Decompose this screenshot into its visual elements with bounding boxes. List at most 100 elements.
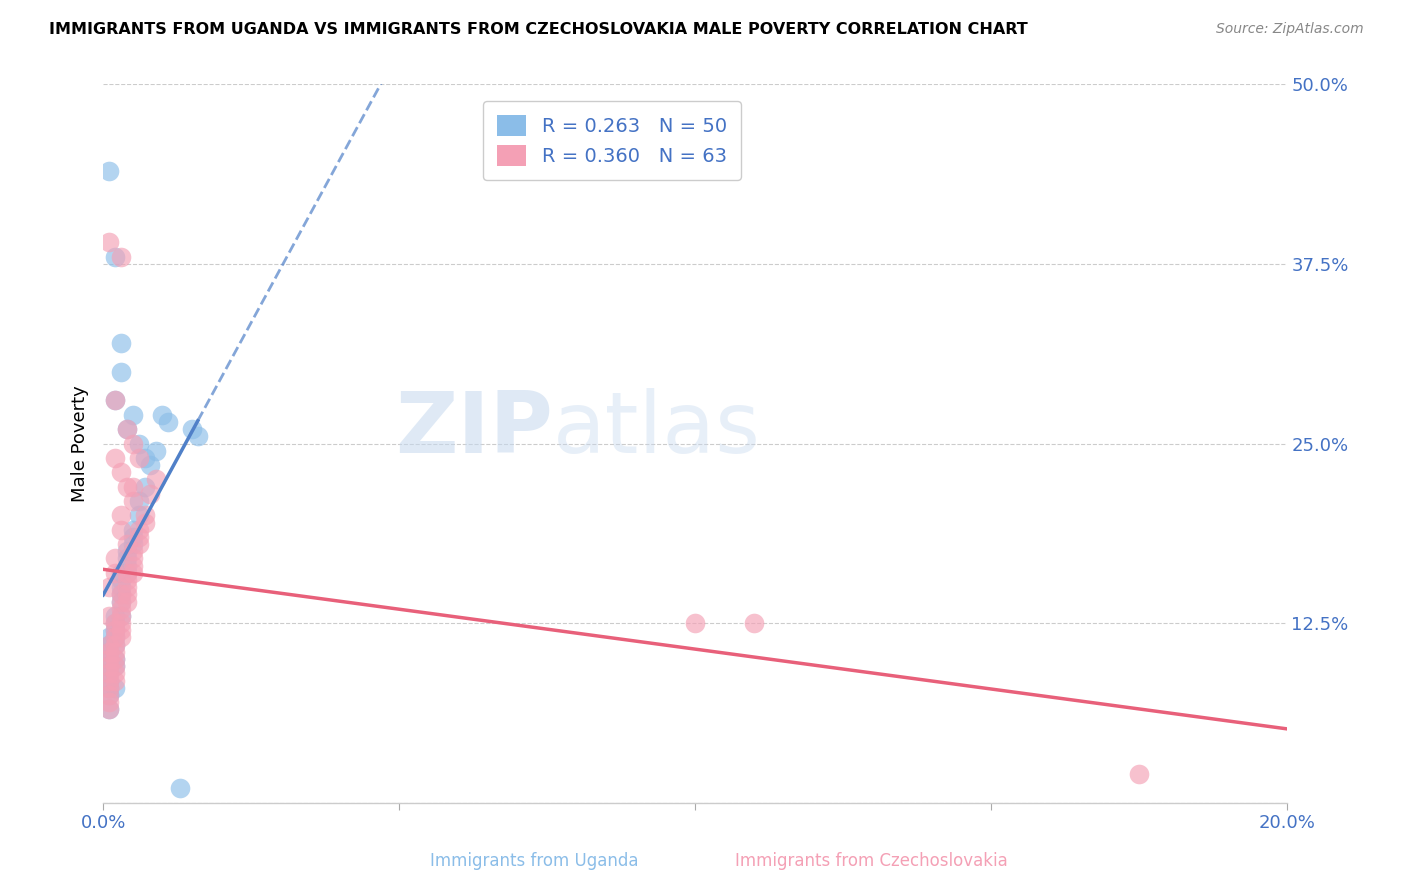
Point (134, 516, 156, 530)
Point (110, 365, 132, 379)
Point (104, 631, 127, 645)
Text: Immigrants from Uganda: Immigrants from Uganda (430, 852, 638, 870)
Point (157, 415, 180, 429)
Point (115, 537, 138, 551)
Point (104, 652, 127, 666)
Point (98, 702, 121, 716)
Point (121, 480, 143, 494)
Point (128, 530, 150, 544)
Point (128, 436, 150, 450)
Point (128, 494, 150, 508)
Point (104, 659, 127, 673)
Point (742, 615, 765, 630)
Point (104, 393, 127, 408)
Point (115, 573, 138, 587)
Point (98, 163, 121, 178)
Text: Immigrants from Czechoslovakia: Immigrants from Czechoslovakia (735, 852, 1008, 870)
Point (104, 250, 127, 264)
Point (98, 580, 121, 594)
Point (98, 681, 121, 695)
Point (110, 608, 132, 623)
Point (110, 580, 132, 594)
Point (139, 487, 162, 501)
Point (1128, 767, 1150, 781)
Text: ZIP: ZIP (395, 388, 553, 471)
Point (98, 659, 121, 673)
Point (145, 472, 167, 486)
Point (121, 551, 143, 566)
Point (98, 702, 121, 716)
Point (104, 673, 127, 688)
Point (187, 429, 209, 443)
Point (110, 566, 132, 580)
Point (115, 558, 138, 573)
Point (104, 666, 127, 681)
Point (110, 336, 132, 351)
Point (110, 523, 132, 537)
Point (98, 695, 121, 709)
Point (110, 465, 132, 479)
Point (115, 551, 138, 566)
Point (104, 624, 127, 638)
Point (104, 638, 127, 652)
Point (98, 659, 121, 673)
Point (104, 659, 127, 673)
Text: Source: ZipAtlas.com: Source: ZipAtlas.com (1216, 22, 1364, 37)
Point (128, 523, 150, 537)
Point (128, 537, 150, 551)
Point (98, 666, 121, 681)
Point (104, 608, 127, 623)
Point (98, 681, 121, 695)
Point (115, 594, 138, 608)
Point (104, 638, 127, 652)
Point (104, 450, 127, 465)
Point (98, 688, 121, 702)
Point (110, 624, 132, 638)
Point (110, 631, 132, 645)
Point (98, 235, 121, 250)
Point (115, 422, 138, 436)
Point (121, 544, 143, 558)
Point (121, 436, 143, 450)
Point (180, 422, 202, 436)
Point (134, 480, 156, 494)
Point (98, 652, 121, 666)
Point (128, 450, 150, 465)
Point (110, 250, 132, 264)
Text: atlas: atlas (553, 388, 761, 471)
Point (110, 615, 132, 630)
Point (115, 587, 138, 601)
Point (121, 558, 143, 573)
Point (145, 443, 167, 458)
Point (128, 508, 150, 523)
Text: IMMIGRANTS FROM UGANDA VS IMMIGRANTS FROM CZECHOSLOVAKIA MALE POVERTY CORRELATIO: IMMIGRANTS FROM UGANDA VS IMMIGRANTS FRO… (49, 22, 1028, 37)
Point (115, 422, 138, 436)
Point (104, 615, 127, 630)
Point (139, 458, 162, 472)
Point (98, 638, 121, 652)
Point (683, 615, 706, 630)
Point (98, 673, 121, 688)
Legend: R = 0.263   N = 50, R = 0.360   N = 63: R = 0.263 N = 50, R = 0.360 N = 63 (484, 102, 741, 179)
Point (134, 508, 156, 523)
Point (104, 624, 127, 638)
Point (110, 573, 132, 587)
Point (110, 587, 132, 601)
Point (115, 544, 138, 558)
Point (121, 523, 143, 537)
Point (104, 645, 127, 659)
Point (115, 566, 138, 580)
Point (104, 631, 127, 645)
Point (110, 608, 132, 623)
Point (98, 645, 121, 659)
Point (104, 681, 127, 695)
Point (98, 652, 121, 666)
Point (98, 645, 121, 659)
Point (169, 781, 191, 796)
Point (134, 450, 156, 465)
Point (98, 666, 121, 681)
Point (121, 530, 143, 544)
Point (104, 652, 127, 666)
Point (98, 688, 121, 702)
Point (121, 537, 143, 551)
